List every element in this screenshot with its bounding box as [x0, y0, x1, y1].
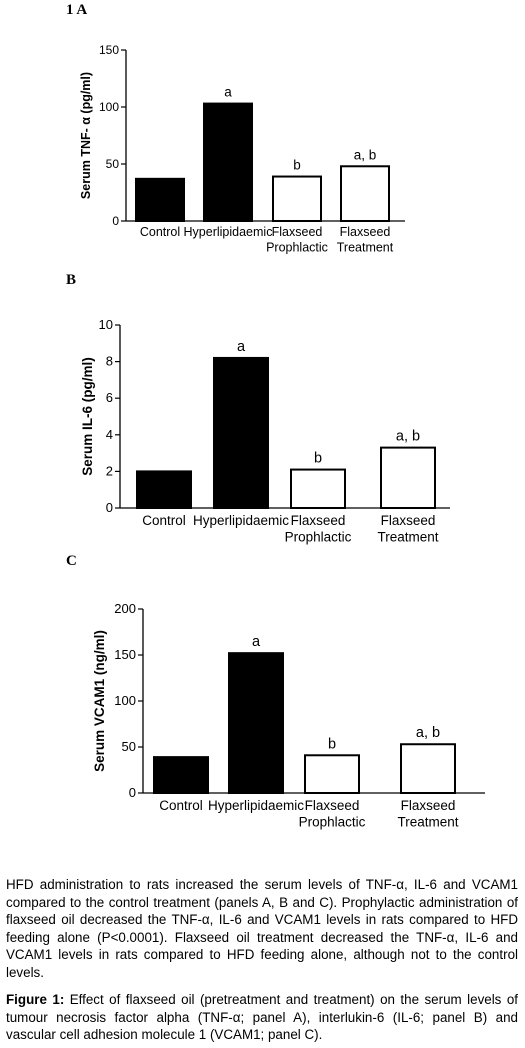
significance-label: a, b [354, 147, 377, 162]
y-tick-label: 6 [106, 390, 113, 405]
bar [400, 743, 456, 795]
significance-label: a, b [416, 725, 440, 741]
bar [136, 470, 192, 509]
x-category-label: Treatment [377, 530, 438, 545]
x-category-label: Flaxseed [340, 225, 391, 239]
y-axis-title: Serum IL-6 (pg/ml) [80, 357, 95, 476]
y-axis-title: Serum VCAM1 (ng/ml) [92, 630, 107, 772]
bar [304, 754, 360, 794]
x-category-label: Control [142, 513, 186, 528]
figure-caption: Figure 1: Effect of flaxseed oil (pretre… [6, 991, 518, 1044]
y-tick-label: 200 [114, 601, 136, 616]
x-category-label: Flaxseed [291, 513, 346, 528]
x-category-label: Treatment [337, 241, 394, 255]
caption-label: Figure 1: [6, 992, 65, 1007]
x-category-label: Flaxseed [381, 513, 436, 528]
caption-text: Effect of flaxseed oil (pretreatment and… [6, 992, 518, 1043]
y-tick-label: 150 [99, 43, 119, 57]
y-tick-label: 4 [106, 427, 113, 442]
y-tick-label: 0 [106, 500, 113, 515]
y-axis-title: Serum TNF- α (pg/ml) [79, 72, 93, 199]
y-tick-label: 150 [114, 647, 136, 662]
significance-label: b [328, 736, 336, 752]
x-category-label: Prophlactic [285, 530, 352, 545]
bar [272, 175, 322, 222]
y-tick-label: 50 [122, 739, 136, 754]
y-tick-label: 100 [99, 100, 119, 114]
y-tick-label: 0 [112, 214, 119, 228]
panel-a-label: 1 A [66, 2, 88, 18]
x-category-label: Hyperlipidaemic [184, 225, 273, 239]
significance-label: a [237, 339, 246, 355]
significance-label: b [293, 158, 301, 173]
y-tick-label: 0 [129, 785, 136, 800]
bar [135, 177, 185, 223]
bar [340, 165, 390, 222]
x-category-label: Flaxseed [401, 798, 456, 813]
y-tick-label: 50 [106, 157, 120, 171]
x-category-label: Control [159, 798, 203, 813]
x-category-label: Hyperlipidaemic [193, 513, 289, 528]
y-tick-label: 8 [106, 354, 113, 369]
significance-label: a, b [396, 429, 420, 445]
panel-c-label: C [66, 553, 77, 569]
bar [203, 102, 253, 222]
results-paragraph: HFD administration to rats increased the… [6, 877, 518, 980]
y-tick-label: 2 [106, 463, 113, 478]
bar [213, 356, 269, 509]
x-category-label: Prophlactic [266, 241, 328, 255]
y-tick-label: 100 [114, 693, 136, 708]
bar [380, 446, 436, 509]
x-category-label: Flaxseed [272, 225, 323, 239]
x-category-label: Treatment [397, 815, 458, 830]
significance-label: a [252, 634, 261, 650]
x-category-label: Hyperlipidaemic [208, 798, 304, 813]
chart-il-6: 0 2 4 6 8 10 Serum IL-6 (pg/ml) Control a Hyperli… [80, 317, 450, 545]
chart-vcam1: 0 50 100 150 200 Serum VCAM1 (ng/ml) Control a H… [92, 601, 485, 830]
x-category-label: Flaxseed [305, 798, 360, 813]
x-category-label: Control [140, 225, 180, 239]
x-category-label: Prophlactic [299, 815, 366, 830]
chart-tnf-alpha: 0 50 100 150 Serum TNF- α (pg/ml) Control a Hyp… [79, 43, 405, 255]
significance-label: a [224, 85, 232, 100]
panel-b-label: B [66, 272, 77, 288]
significance-label: b [314, 451, 322, 467]
bar [153, 756, 209, 794]
bar [290, 468, 346, 510]
bar [228, 652, 284, 794]
y-tick-label: 10 [99, 317, 113, 332]
